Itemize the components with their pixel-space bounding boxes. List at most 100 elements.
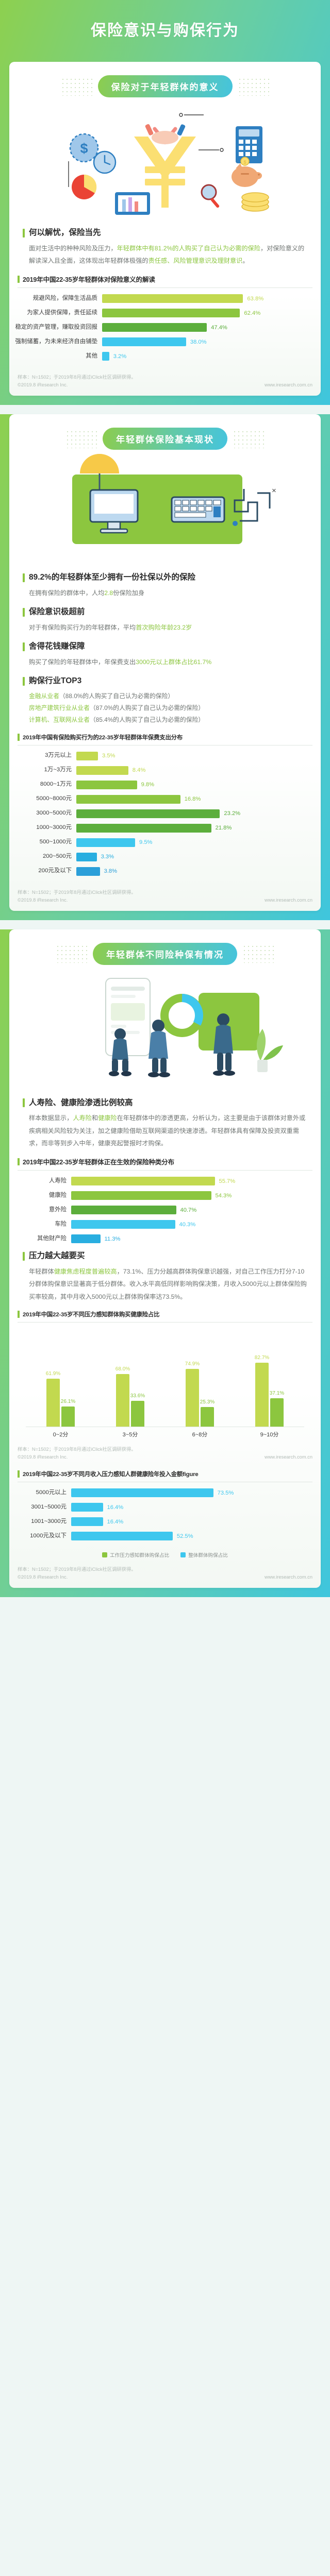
hbar-list: 3万元以上 3.5% 1万~3万元 8.4% 8000~1万元 9.8% 5000~8000… — [14, 751, 316, 876]
chart-divider — [18, 1170, 312, 1171]
bar-row: 车险 40.3% — [14, 1220, 316, 1229]
block-heading: 购保行业TOP3 — [29, 676, 82, 686]
list-item-detail: （88.0%的人购买了自己认为必需的保险） — [59, 692, 174, 700]
dot-grid-decoration-right — [233, 429, 265, 448]
bar-value-label: 16.4% — [107, 1504, 124, 1511]
body-text: 购买了保险的年轻群体中，年保费支出 — [29, 658, 136, 666]
bar-value-label: 74.9% — [185, 1361, 200, 1367]
bar-track: 21.8% — [76, 823, 316, 833]
dot-grid-decoration-left — [60, 77, 93, 96]
bar-track: 47.4% — [102, 323, 316, 332]
bar-category-label: 其他 — [86, 353, 97, 360]
website-link[interactable]: www.iresearch.com.cn — [265, 382, 312, 388]
block-heading: 人寿险、健康险渗透比例较高 — [29, 1098, 133, 1107]
bar — [102, 352, 109, 361]
bar: 82.7% — [255, 1355, 269, 1427]
bar-value-label: 54.3% — [215, 1192, 232, 1199]
highlight-text: 人寿险 — [73, 1114, 92, 1122]
bar-track: 23.2% — [76, 809, 316, 818]
bar-category-label: 5000元以上 — [36, 1489, 67, 1496]
chart-note-1: 样本：N=1502；于2019年8月通过iClick社区调研获得。 — [18, 375, 136, 380]
copyright-text: ©2019.8 iResearch Inc. — [18, 1454, 68, 1460]
block-paragraph: 购买了保险的年轻群体中，年保费支出3000元以上群体占比61.7% — [23, 656, 307, 668]
chart-divider — [18, 1322, 312, 1323]
handshake-icon — [145, 124, 186, 145]
copyright-text: ©2019.8 iResearch Inc. — [18, 1574, 68, 1580]
bar-row: 5000~8000元 16.8% — [14, 794, 316, 804]
bar: 68.0% — [116, 1366, 130, 1427]
bar: 61.9% — [46, 1371, 60, 1427]
bar-value-label: 33.6% — [130, 1393, 145, 1399]
block-2-2: 舍得花钱赚保障 购买了保险的年轻群体中，年保费支出3000元以上群体占比61.7… — [23, 642, 307, 668]
chart-footer-3: ©2019.8 iResearch Inc. www.iresearch.com… — [9, 1574, 321, 1583]
bar-category-label: 200~500元 — [42, 853, 72, 860]
bar: 37.1% — [270, 1391, 284, 1427]
list-item-detail: （87.0%的人购买了自己认为必需的保险） — [89, 704, 205, 711]
block-paragraph: 面对生活中的种种风险及压力，年轻群体中有81.2%的人购买了自己认为必需的保险，… — [23, 242, 307, 267]
bar-row: 其他财产险 11.3% — [14, 1234, 316, 1244]
legend-label: 整体群体购保占比 — [188, 1553, 228, 1559]
bar-row: 500~1000元 9.5% — [14, 838, 316, 847]
highlight-text: 3000元以上群体占比61.7% — [136, 658, 212, 666]
body-text: 份保险加身 — [113, 589, 145, 597]
bar-row: 8000~1万元 9.8% — [14, 780, 316, 789]
bar — [76, 838, 135, 847]
chart-tick-icon — [18, 1470, 20, 1478]
bar-pair: 82.7% 37.1% — [255, 1329, 284, 1427]
section-insurance-types: 年轻群体不同险种保有情况 — [0, 929, 330, 1597]
page-title: 保险意识与购保行为 — [91, 22, 239, 39]
section-card-1: 保险对于年轻群体的意义 — [9, 62, 321, 396]
illustration-yuan-finance: $ — [9, 97, 321, 220]
bar — [102, 323, 207, 332]
bar-track: 9.8% — [76, 780, 316, 789]
section-insurance-status: 年轻群体保险基本现状 — [0, 414, 330, 920]
heading-tick-icon — [23, 642, 25, 651]
bar-track: 62.4% — [102, 309, 316, 318]
website-link[interactable]: www.iresearch.com.cn — [265, 1574, 312, 1580]
bar-value-label: 26.1% — [60, 1399, 76, 1405]
legend-item: 工作压力感知群体购保占比 — [102, 1551, 169, 1558]
chart-pressure-levels: 2019年中国22-35岁不同压力感知群体购买健康险占比 61.9% 26.1% 6… — [14, 1310, 316, 1438]
block-2-0: 89.2%的年轻群体至少拥有一份社保以外的保险 在拥有保险的群体中，人均2.8份… — [23, 573, 307, 599]
bar-category-label: 为家人提供保障，责任延续 — [27, 310, 97, 316]
bar-category-label: 意外险 — [48, 1207, 67, 1213]
bar-value-label: 62.4% — [244, 310, 261, 316]
bar-value-label: 9.8% — [141, 782, 155, 788]
highlight-text: 2.8 — [104, 589, 113, 597]
illustration-people-health — [9, 965, 321, 1090]
bar-value-label: 21.8% — [215, 825, 232, 832]
piggy-bank-icon: $ — [232, 157, 262, 187]
pie-chart-icon — [72, 174, 97, 199]
bar-value-label: 3.5% — [102, 753, 116, 759]
website-link[interactable]: www.iresearch.com.cn — [265, 897, 312, 903]
block-heading: 89.2%的年轻群体至少拥有一份社保以外的保险 — [29, 573, 195, 582]
bar-track: 3.5% — [76, 751, 316, 760]
main-header: 保险意识与购保行为 — [0, 0, 330, 62]
bar-row: 3000~5000元 23.2% — [14, 809, 316, 818]
section-pill-3: 年轻群体不同险种保有情况 — [93, 942, 237, 965]
block-heading: 压力越大越要买 — [29, 1251, 85, 1261]
bar-row: 强制储蓄，为未来经济自由铺垫 38.0% — [14, 337, 316, 347]
bar-value-label: 47.4% — [211, 324, 227, 331]
donut-chart-icon — [160, 993, 204, 1037]
bar-category-label: 1万~3万元 — [44, 767, 72, 773]
bar-track: 73.5% — [71, 1488, 316, 1498]
bar-category-label: 0~2分 — [53, 1432, 69, 1438]
x-mark-decoration: × — [272, 486, 276, 495]
body-text: 和 — [91, 1114, 98, 1122]
chart-title-row: 2019年中国22-35岁年轻群体正在生效的保险种类分布 — [14, 1157, 316, 1170]
bar-track: 3.2% — [102, 352, 316, 361]
bar-value-label: 23.2% — [224, 810, 241, 817]
bar-value-label: 16.8% — [184, 796, 201, 803]
heading-tick-icon — [23, 228, 25, 238]
bar-category-label: 规避风险，保障生活品质 — [32, 295, 97, 302]
hbar-list: 人寿险 55.7% 健康险 54.3% 意外险 40.7% 车险 40.3% 其他财产险 11.3… — [14, 1177, 316, 1244]
bar-group: 68.0% 33.6% — [100, 1329, 161, 1427]
website-link[interactable]: www.iresearch.com.cn — [265, 1454, 312, 1460]
bar: 26.1% — [61, 1399, 75, 1427]
vbar-category-labels: 0~2分 3~5分 6~8分 9~10分 — [14, 1430, 316, 1438]
bar-row: 3001~5000元 16.4% — [14, 1503, 316, 1512]
highlight-text: 年轻群体中有81.2%的人购买了自己认为必需的保险 — [117, 244, 260, 252]
monitor-chart-icon — [115, 192, 150, 215]
bar-value-label: 3.3% — [101, 854, 114, 860]
